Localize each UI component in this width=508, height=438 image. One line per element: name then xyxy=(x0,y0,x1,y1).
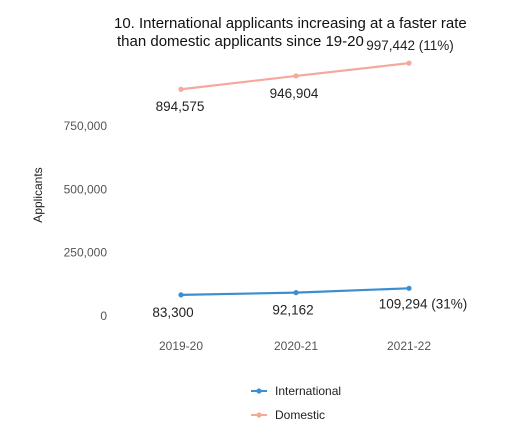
x-tick-label: 2020-21 xyxy=(274,339,318,353)
legend-label-domestic: Domestic xyxy=(275,408,325,422)
data-label-domestic: 946,904 xyxy=(270,86,319,101)
legend-marker-domestic xyxy=(256,412,262,418)
data-label-domestic: 894,575 xyxy=(156,99,205,114)
legend-marker-international xyxy=(256,388,262,394)
data-point-domestic xyxy=(178,86,184,92)
y-axis-ticks: 0 250,000 500,000 750,000 xyxy=(64,119,108,323)
legend-label-international: International xyxy=(275,384,341,398)
x-tick-label: 2019-20 xyxy=(159,339,203,353)
data-label-international: 92,162 xyxy=(272,303,313,318)
data-point-international xyxy=(406,285,412,291)
data-label-international: 109,294 (31%) xyxy=(379,296,468,311)
x-tick-label: 2021-22 xyxy=(387,339,431,353)
x-axis-ticks: 2019-20 2020-21 2021-22 xyxy=(159,339,431,353)
chart-title-line-1: 10. International applicants increasing … xyxy=(114,15,467,32)
legend: International Domestic xyxy=(251,384,341,422)
data-point-domestic xyxy=(406,60,412,66)
series-group: 894,575 946,904 997,442 (11%) 83,300 92,162 1… xyxy=(152,38,467,320)
y-tick-label: 250,000 xyxy=(64,246,108,260)
chart-title-line-2: than domestic applicants since 19-20 xyxy=(117,33,364,50)
y-tick-label: 750,000 xyxy=(64,119,108,133)
data-point-international xyxy=(293,290,299,296)
data-label-domestic: 997,442 (11%) xyxy=(366,38,454,53)
y-tick-label: 0 xyxy=(100,309,107,323)
data-label-international: 83,300 xyxy=(152,305,193,320)
y-tick-label: 500,000 xyxy=(64,182,108,196)
y-axis-label: Applicants xyxy=(31,167,45,222)
data-point-domestic xyxy=(293,73,299,79)
data-point-international xyxy=(178,292,184,298)
